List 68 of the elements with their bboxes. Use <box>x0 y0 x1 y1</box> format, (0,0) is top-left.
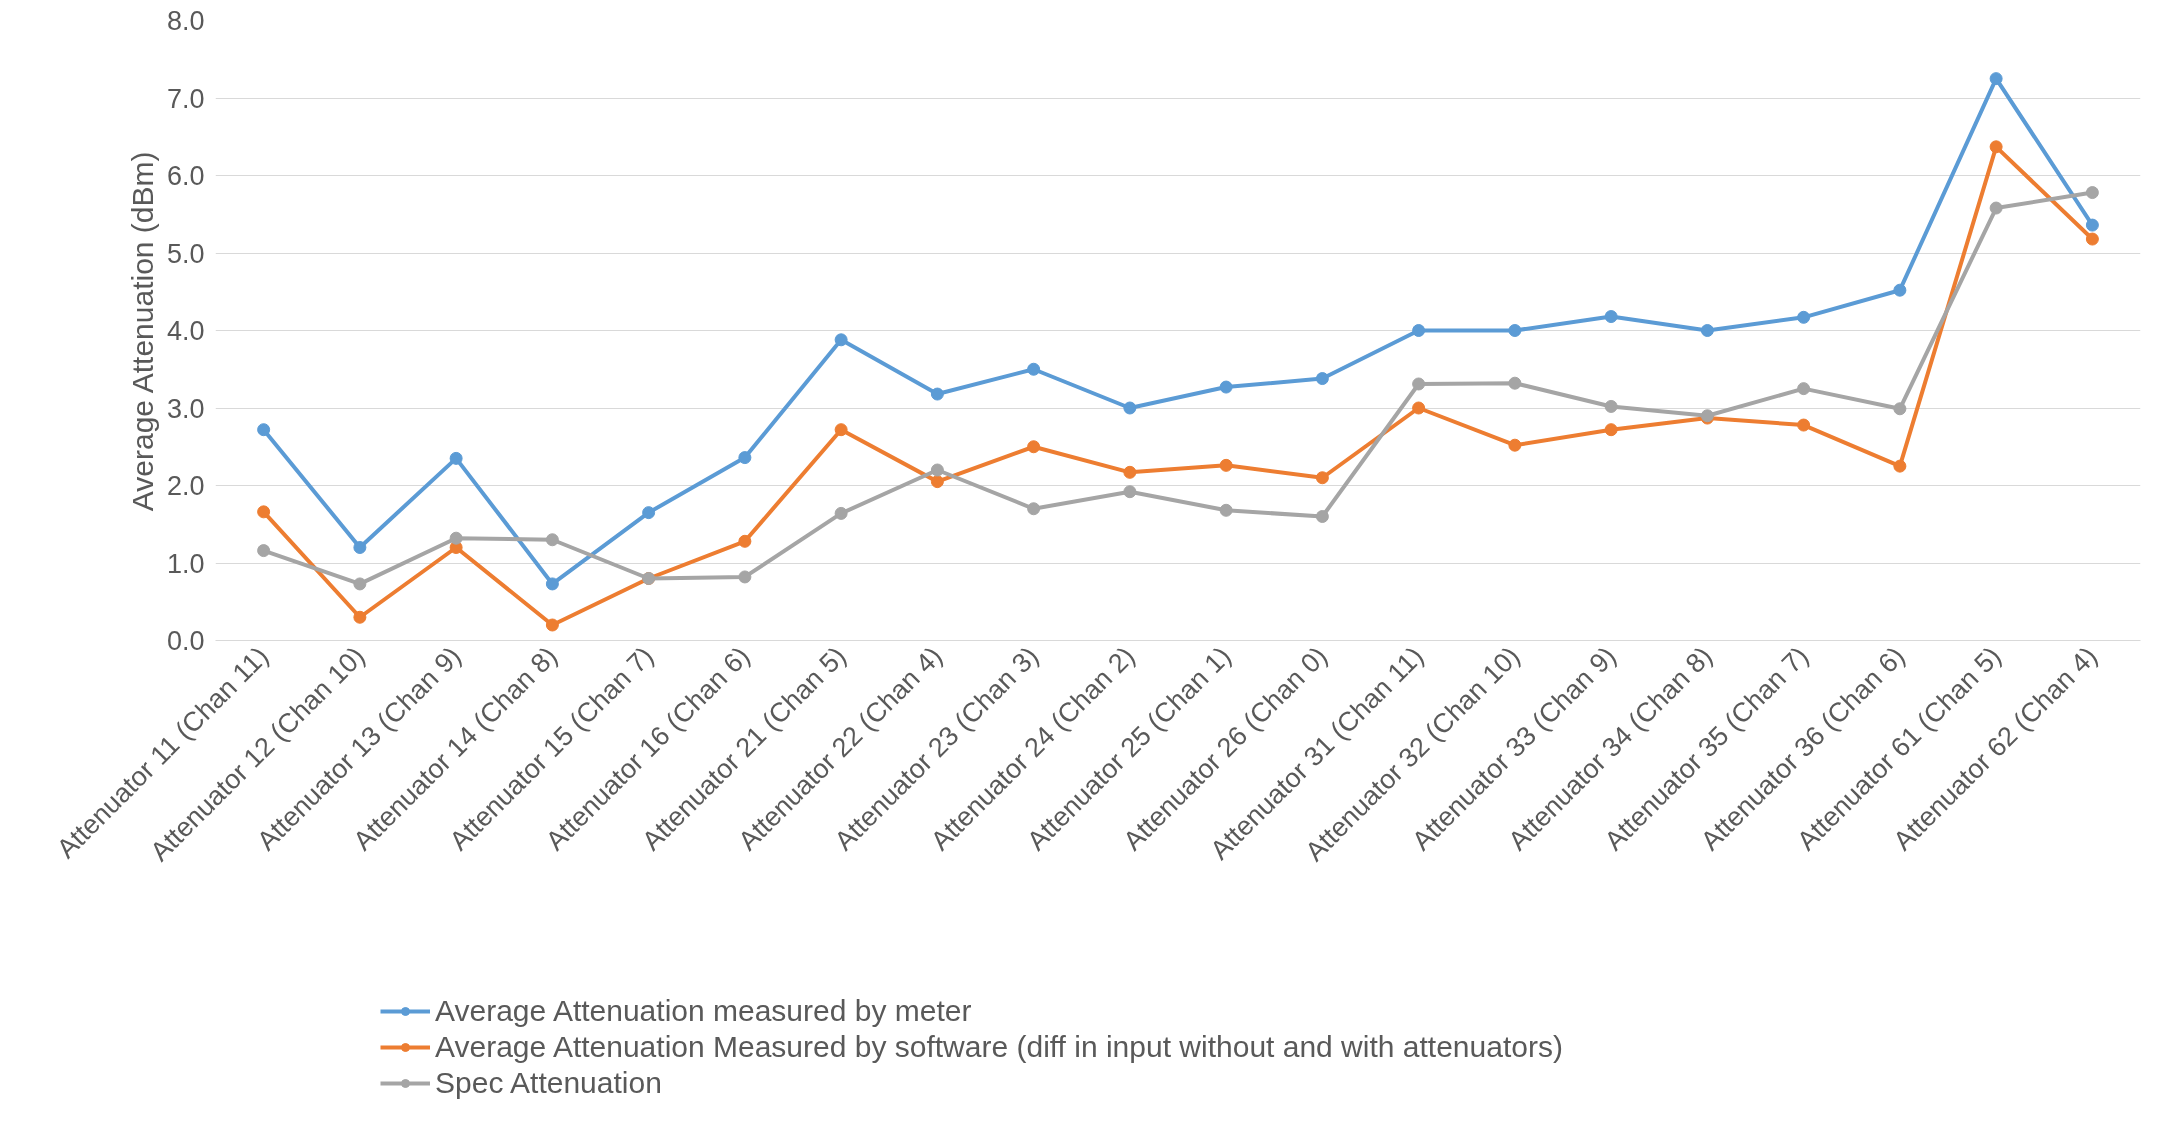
point <box>257 544 271 558</box>
point <box>1123 401 1137 415</box>
point <box>1219 380 1233 394</box>
point <box>1219 458 1233 472</box>
point <box>1893 283 1907 297</box>
y-tick-label: 1.0 <box>166 548 205 579</box>
point <box>930 475 944 489</box>
y-tick-label: 5.0 <box>166 238 205 269</box>
point <box>449 451 463 465</box>
point <box>1123 485 1137 499</box>
point <box>930 387 944 401</box>
point <box>1797 418 1811 432</box>
point <box>1027 502 1041 516</box>
point <box>1412 401 1426 415</box>
point <box>1027 440 1041 454</box>
point <box>738 570 752 584</box>
point <box>642 506 656 520</box>
point <box>834 506 848 520</box>
point <box>545 577 559 591</box>
point <box>1219 503 1233 517</box>
point <box>834 333 848 347</box>
point <box>1315 372 1329 386</box>
y-tick-label: 3.0 <box>166 393 205 424</box>
point <box>257 423 271 437</box>
point <box>1797 382 1811 396</box>
point <box>1508 376 1522 390</box>
point <box>1989 72 2003 86</box>
point <box>1315 510 1329 523</box>
legend-label: Spec Attenuation <box>435 1066 662 1100</box>
point <box>2085 186 2099 200</box>
point <box>1604 399 1618 413</box>
legend-label: Average Attenuation Measured by software (diff in input without and with attenuators) <box>435 1030 1563 1064</box>
y-axis-title: Average Attenuation (dBm) <box>125 151 159 512</box>
point <box>1027 362 1041 376</box>
point <box>738 451 752 465</box>
point <box>834 423 848 437</box>
point <box>1604 310 1618 324</box>
point <box>1508 324 1522 337</box>
point <box>353 610 367 624</box>
point <box>1893 402 1907 416</box>
y-tick-label: 6.0 <box>166 161 205 191</box>
point <box>1989 140 2003 154</box>
point <box>738 534 752 548</box>
y-tick-label: 8.0 <box>166 6 205 36</box>
y-tick-label: 7.0 <box>166 83 205 114</box>
point <box>1797 310 1811 324</box>
legend-label: Average Attenuation measured by meter <box>435 994 972 1028</box>
point <box>1604 423 1618 437</box>
point <box>353 541 367 554</box>
y-tick-label: 4.0 <box>166 316 205 346</box>
y-tick-label: 2.0 <box>166 471 205 501</box>
point <box>545 618 559 632</box>
point <box>1508 438 1522 452</box>
point <box>1412 377 1426 391</box>
point <box>545 533 559 547</box>
y-tick-label: 0.0 <box>166 626 205 656</box>
point <box>1893 459 1907 473</box>
point <box>930 463 944 477</box>
point <box>353 577 367 591</box>
point <box>2085 218 2099 232</box>
point <box>1989 201 2003 215</box>
point <box>1412 324 1426 337</box>
point <box>449 531 463 545</box>
point <box>1700 324 1714 337</box>
point <box>257 505 271 519</box>
point <box>1123 465 1137 479</box>
point <box>2085 232 2099 246</box>
point <box>1315 471 1329 485</box>
